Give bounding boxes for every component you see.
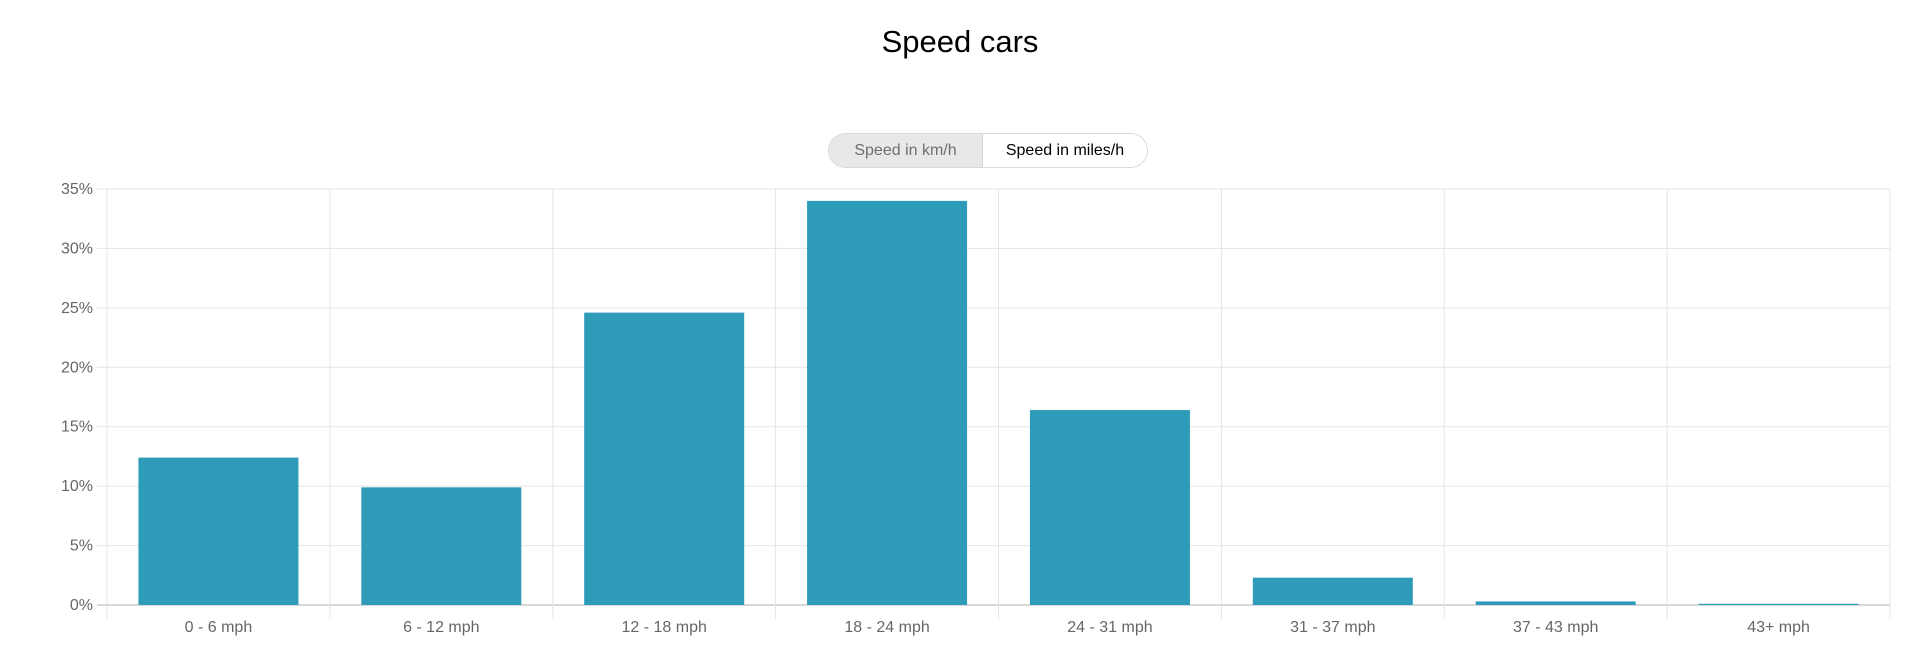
bar xyxy=(1698,603,1859,605)
bar xyxy=(807,200,968,605)
speed-unit-toggle[interactable]: Speed in km/h Speed in miles/h xyxy=(828,133,1148,168)
speed-kmh-option[interactable]: Speed in km/h xyxy=(829,134,983,167)
y-tick-label: 25% xyxy=(61,300,93,317)
y-tick-label: 35% xyxy=(61,181,93,198)
y-tick-label: 10% xyxy=(61,478,93,495)
bar xyxy=(584,312,745,605)
bar xyxy=(1252,577,1413,605)
chart-title: Speed cars xyxy=(881,24,1039,59)
bar xyxy=(361,487,522,605)
x-tick-label: 6 - 12 mph xyxy=(403,619,479,636)
y-tick-label: 30% xyxy=(61,240,93,257)
y-tick-label: 20% xyxy=(61,359,93,376)
y-tick-label: 5% xyxy=(70,538,93,555)
y-tick-label: 0% xyxy=(70,597,93,614)
x-tick-label: 18 - 24 mph xyxy=(844,619,929,636)
bar xyxy=(138,457,299,605)
x-tick-label: 31 - 37 mph xyxy=(1290,619,1375,636)
x-tick-label: 12 - 18 mph xyxy=(621,619,706,636)
x-tick-label: 43+ mph xyxy=(1747,619,1810,636)
bars xyxy=(138,200,1859,605)
speed-mph-option[interactable]: Speed in miles/h xyxy=(983,134,1147,167)
x-axis-ticks: 0 - 6 mph 6 - 12 mph 12 - 18 mph 18 - 24 mp… xyxy=(185,619,1810,636)
bar xyxy=(1475,601,1636,605)
bar xyxy=(1029,410,1190,605)
x-tick-label: 37 - 43 mph xyxy=(1513,619,1598,636)
x-tick-label: 0 - 6 mph xyxy=(185,619,253,636)
y-tick-label: 15% xyxy=(61,419,93,436)
y-axis-ticks: 0% 5% 10% 15% 20% 25% 30% 35% xyxy=(61,181,93,614)
x-tick-label: 24 - 31 mph xyxy=(1067,619,1152,636)
